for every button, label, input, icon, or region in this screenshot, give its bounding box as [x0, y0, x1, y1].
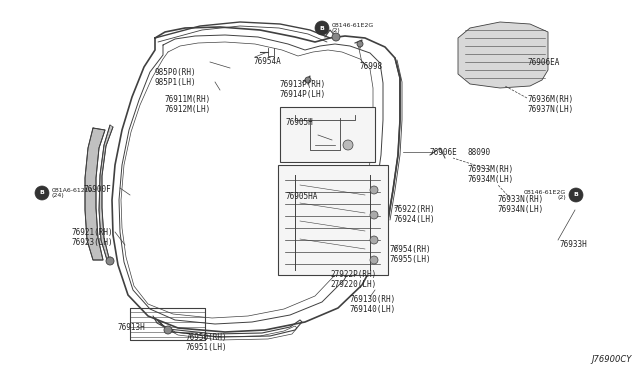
Circle shape	[569, 188, 583, 202]
Text: 76900F: 76900F	[83, 185, 111, 194]
Text: 76905H: 76905H	[285, 118, 313, 127]
Bar	[278, 165, 388, 275]
Circle shape	[305, 77, 311, 83]
Text: 76906EA: 76906EA	[527, 58, 559, 67]
Polygon shape	[458, 22, 548, 88]
Circle shape	[164, 326, 172, 334]
Text: 76922(RH)
76924(LH): 76922(RH) 76924(LH)	[393, 205, 435, 224]
Text: 08146-61E2G
(2): 08146-61E2G (2)	[332, 23, 374, 33]
Text: 76905HA: 76905HA	[285, 192, 317, 201]
Text: 76913P(RH)
76914P(LH): 76913P(RH) 76914P(LH)	[280, 80, 326, 99]
Text: 88090: 88090	[468, 148, 491, 157]
Text: 76933M(RH)
76934M(LH): 76933M(RH) 76934M(LH)	[467, 165, 513, 185]
Text: 081A6-6121A
(24): 081A6-6121A (24)	[52, 187, 94, 198]
Text: B: B	[573, 192, 579, 198]
Circle shape	[370, 186, 378, 194]
Text: 769130(RH)
769140(LH): 769130(RH) 769140(LH)	[350, 295, 396, 314]
Text: 76933N(RH)
76934N(LH): 76933N(RH) 76934N(LH)	[497, 195, 543, 214]
Bar	[280, 107, 375, 162]
Polygon shape	[99, 125, 113, 260]
Circle shape	[332, 33, 340, 41]
Circle shape	[106, 257, 114, 265]
Circle shape	[315, 21, 329, 35]
Text: 27922P(RH)
279220(LH): 27922P(RH) 279220(LH)	[330, 270, 376, 289]
Circle shape	[343, 140, 353, 150]
Text: 76954A: 76954A	[253, 57, 281, 66]
Circle shape	[370, 256, 378, 264]
Text: 08146-61E2G
(2): 08146-61E2G (2)	[524, 190, 566, 201]
Text: 76998: 76998	[360, 62, 383, 71]
Text: 76913H: 76913H	[118, 323, 146, 332]
Text: 76954(RH)
76955(LH): 76954(RH) 76955(LH)	[390, 245, 431, 264]
Text: B: B	[40, 190, 44, 196]
Text: 76906E: 76906E	[430, 148, 458, 157]
Text: 76911M(RH)
76912M(LH): 76911M(RH) 76912M(LH)	[165, 95, 211, 115]
Circle shape	[370, 236, 378, 244]
Circle shape	[357, 41, 363, 47]
Circle shape	[370, 211, 378, 219]
Text: B: B	[319, 26, 324, 31]
Text: 76933H: 76933H	[560, 240, 588, 249]
Text: 985P0(RH)
985P1(LH): 985P0(RH) 985P1(LH)	[154, 68, 196, 87]
Text: 76921(RH)
76923(LH): 76921(RH) 76923(LH)	[72, 228, 114, 247]
Text: 76950(RH)
76951(LH): 76950(RH) 76951(LH)	[185, 333, 227, 352]
Polygon shape	[85, 128, 105, 260]
Text: 76936M(RH)
76937N(LH): 76936M(RH) 76937N(LH)	[527, 95, 573, 115]
Text: J76900CY: J76900CY	[591, 355, 632, 364]
Circle shape	[35, 186, 49, 200]
